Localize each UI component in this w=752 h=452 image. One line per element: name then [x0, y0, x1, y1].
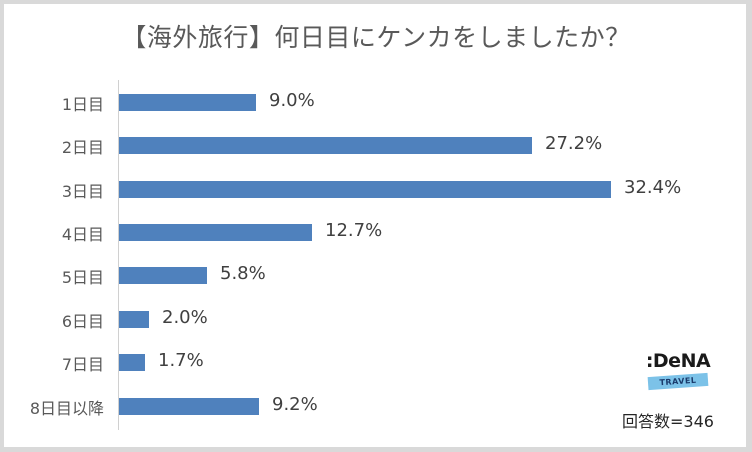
chart-title: 【海外旅行】何日目にケンカをしましたか？ — [121, 23, 631, 52]
bar-row: 3日目 32.4% — [0, 177, 752, 201]
value-label: 32.4% — [624, 177, 682, 198]
value-label: 9.2% — [272, 394, 318, 415]
bar — [119, 181, 611, 198]
bar — [119, 224, 312, 241]
respondent-count: 回答数=346 — [622, 412, 714, 431]
logo-subtitle: TRAVEL — [659, 375, 697, 388]
bar-row: 1日目 9.0% — [0, 90, 752, 114]
category-axis-line — [118, 80, 119, 430]
category-label: 3日目 — [61, 182, 104, 201]
category-label: 5日目 — [61, 268, 104, 287]
bar — [119, 137, 532, 154]
bar-row: 5日目 5.8% — [0, 263, 752, 287]
value-label: 9.0% — [269, 90, 315, 111]
bar — [119, 354, 145, 371]
dena-travel-logo: :DeNA TRAVEL — [642, 350, 714, 394]
bar — [119, 311, 149, 328]
category-label: 6日目 — [61, 312, 104, 331]
bar — [119, 267, 207, 284]
bar — [119, 398, 259, 415]
bar-row: 4日目 12.7% — [0, 220, 752, 244]
bar — [119, 94, 256, 111]
category-label: 1日目 — [61, 95, 104, 114]
bar-row: 8日目以降 9.2% — [0, 394, 752, 418]
value-label: 5.8% — [220, 263, 266, 284]
bar-row: 6日目 2.0% — [0, 307, 752, 331]
value-label: 27.2% — [545, 133, 603, 154]
bar-row: 2日目 27.2% — [0, 133, 752, 157]
logo-wordmark: :DeNA — [645, 350, 711, 372]
value-label: 2.0% — [162, 307, 208, 328]
category-label: 4日目 — [61, 225, 104, 244]
value-label: 1.7% — [158, 350, 204, 371]
category-label: 8日目以降 — [29, 399, 104, 418]
category-label: 2日目 — [61, 138, 104, 157]
bar-row: 7日目 1.7% — [0, 350, 752, 374]
category-label: 7日目 — [61, 355, 104, 374]
value-label: 12.7% — [325, 220, 383, 241]
